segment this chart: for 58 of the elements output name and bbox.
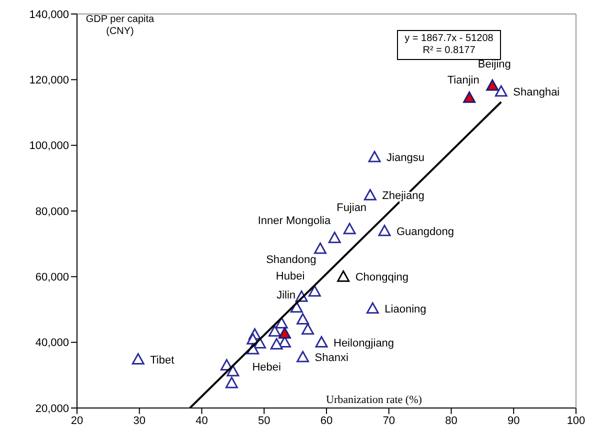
annotation: Liaoning [384,304,426,316]
point [378,224,391,236]
y-tick-label: 140,000 [29,8,69,21]
point [270,338,283,350]
y-tick-label: 40,000 [35,337,69,350]
annotation: Shanghai [513,86,560,98]
x-tick-label: 30 [133,414,146,427]
annotation: Jilin [276,290,296,302]
x-tick-label: 90 [508,414,520,427]
point [328,232,341,244]
point [314,242,327,254]
x-tick-label: 40 [196,414,208,427]
annotation: Shanxi [314,352,348,364]
x-tick-label: 50 [258,414,270,427]
point [368,150,381,162]
point [132,353,144,365]
x-tick-label: 70 [382,414,395,427]
point [343,222,356,234]
point [226,364,240,376]
x-tick-label: 60 [320,414,333,427]
annotation: Tianjin [447,74,480,87]
point [296,313,310,324]
y-tick-label: 80,000 [35,206,69,218]
point [278,327,291,339]
point [225,376,238,388]
annotation: Fujian [336,202,367,214]
annotation: Hebei [252,361,281,374]
annotation: y = 1867.7x - 51208 R² = 0.8177 [397,30,501,60]
point [275,317,288,328]
point [494,85,508,97]
annotation: Tibet [150,354,174,366]
point [268,325,281,337]
x-axis-title: Urbanization rate (%) [326,394,422,406]
y-tick-label: 20,000 [35,402,69,415]
annotation: Inner Mongolia [258,214,332,227]
point [463,91,476,103]
annotation: Guangdong [396,226,454,238]
y-tick-label: 100,000 [29,140,69,152]
annotation: Hubei [276,270,305,282]
point [296,350,310,362]
point [364,188,376,200]
y-axis-title: GDP per capita (CNY) [84,14,156,38]
x-tick-label: 100 [566,414,586,427]
annotation: Heilongjiang [334,337,394,350]
annotation: Jiangsu [386,152,424,164]
point [366,302,379,314]
annotation: Chongqing [355,272,409,284]
point [486,79,499,91]
annotation: Shandong [266,254,316,266]
point [308,285,321,297]
y-tick-label: 120,000 [29,74,69,87]
point [315,336,328,348]
point [337,270,350,282]
y-tick-label: 60,000 [35,272,69,284]
x-tick-label: 80 [445,414,458,427]
x-tick-label: 20 [70,414,84,427]
annotation: Beijing [478,58,511,71]
point [302,323,314,335]
